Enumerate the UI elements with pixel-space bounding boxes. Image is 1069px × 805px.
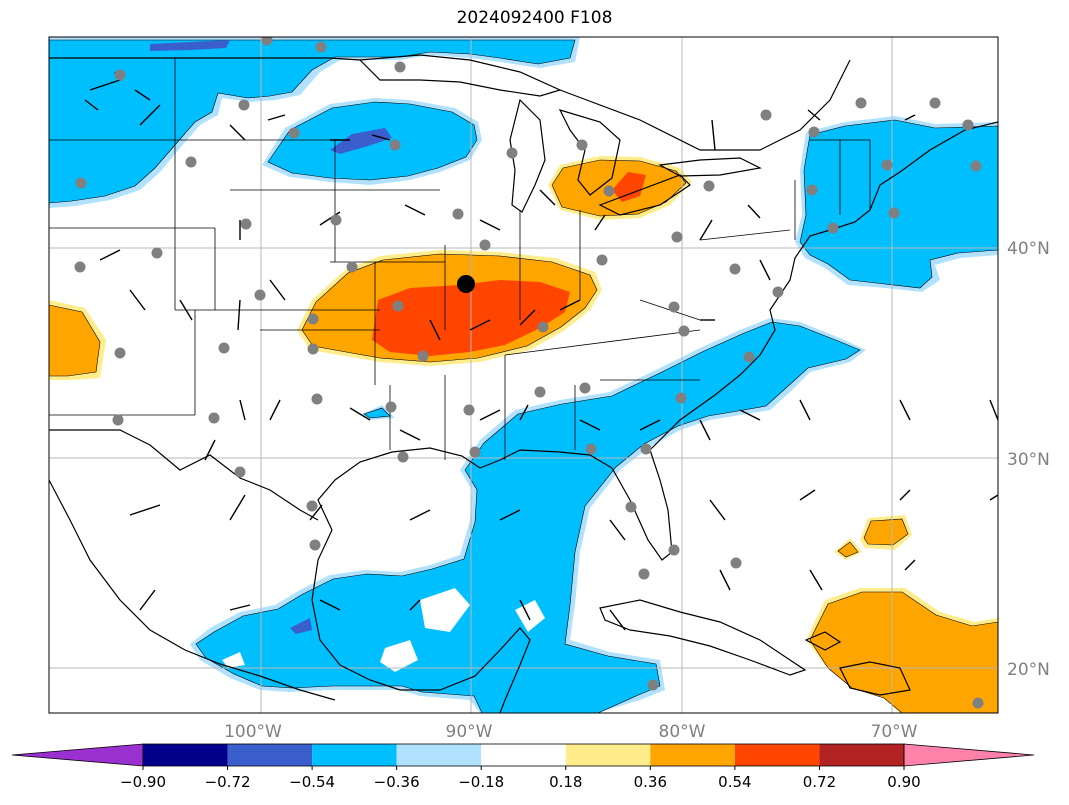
highlight-point [457, 275, 475, 293]
colorbar-tick-label: −0.54 [289, 773, 335, 791]
map-title: 2024092400 F108 [456, 8, 613, 28]
colorbar-tick-label: 0.36 [634, 773, 667, 791]
colorbar-swatch [819, 744, 904, 766]
lon-label: 90°W [446, 722, 493, 742]
wind-barbs [84, 71, 998, 631]
positive-anomaly-shading [49, 156, 998, 713]
colorbar-tick-label: 0.90 [887, 773, 920, 791]
colorbar-tick-label: 0.54 [718, 773, 751, 791]
state-borders [49, 58, 871, 460]
colorbar-tick-label: −0.18 [458, 773, 504, 791]
lat-label: 40°N [1007, 239, 1050, 259]
colorbar-swatch [312, 744, 397, 766]
colorbar-tick-label: −0.36 [374, 773, 420, 791]
colorbar-extend-max [903, 743, 1035, 767]
coastlines-and-borders [49, 54, 998, 713]
lon-label: 100°W [224, 722, 282, 742]
colorbar-swatch [565, 744, 651, 766]
neutral-holes [222, 588, 545, 672]
colorbar-tick-label: 0.72 [803, 773, 836, 791]
colorbar-tick-label: −0.90 [120, 773, 166, 791]
colorbar-swatch [734, 744, 820, 766]
colorbar-swatch [143, 744, 228, 766]
map-frame [48, 36, 999, 714]
colorbar-swatch [396, 744, 482, 766]
lon-label: 80°W [659, 722, 706, 742]
map-panel [49, 37, 998, 713]
colorbar-frame [142, 743, 905, 767]
negative-anomaly-shading [49, 37, 998, 713]
station-markers [74, 37, 984, 709]
lat-label: 20°N [1007, 660, 1050, 680]
colorbar-swatch [227, 744, 313, 766]
colorbar-extend-min [11, 743, 144, 767]
colorbar-tick-label: −0.72 [205, 773, 251, 791]
lon-label: 70°W [871, 722, 918, 742]
colorbar-swatch [650, 744, 735, 766]
colorbar-swatch [481, 744, 566, 766]
colorbar: −0.90 −0.72 −0.54 −0.36 −0.18 0.18 0.36 0.54 0.7… [11, 743, 1035, 791]
colorbar-tick-label: 0.18 [549, 773, 582, 791]
lat-label: 30°N [1007, 450, 1050, 470]
